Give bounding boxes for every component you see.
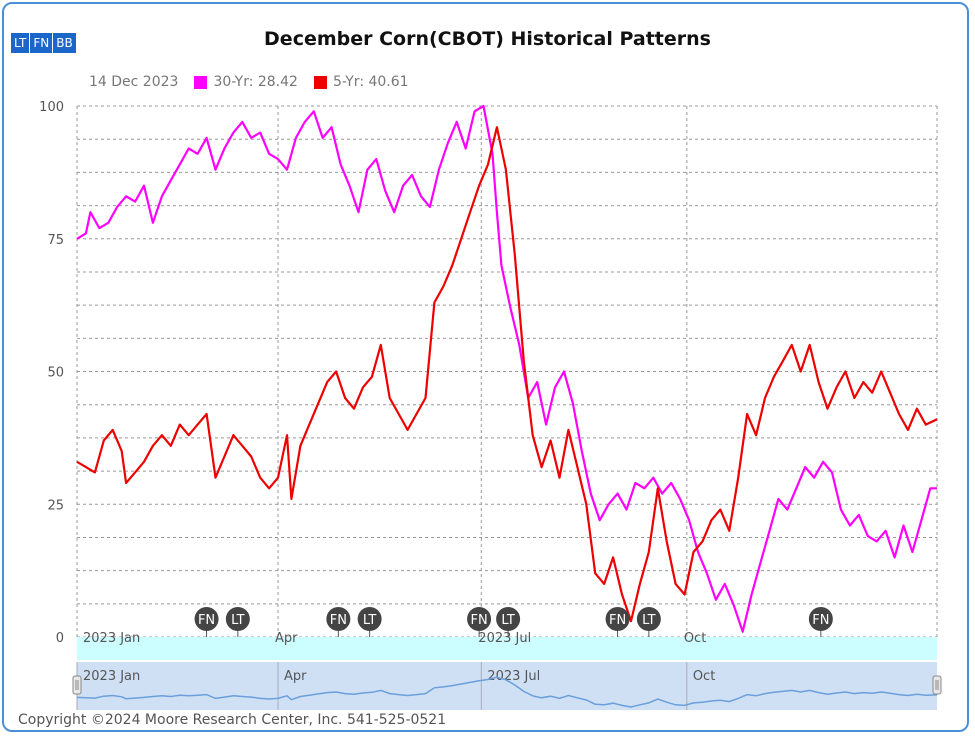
series-line-1 <box>76 126 938 623</box>
marker-lt <box>636 607 661 631</box>
legend-date: 14 Dec 2023 <box>89 74 179 90</box>
x-tick-label: 2023 Jan <box>83 631 140 646</box>
chart-title: December Corn(CBOT) Historical Patterns <box>264 28 711 50</box>
marker-lt <box>496 607 521 631</box>
x-axis-band <box>77 637 937 660</box>
fn-button[interactable]: FN <box>30 33 53 53</box>
navigator-handle-right[interactable] <box>932 675 942 695</box>
bb-button[interactable]: BB <box>53 33 76 53</box>
navigator-label: 2023 Jul <box>487 669 540 684</box>
y-tick-label: 50 <box>47 366 64 381</box>
marker-label: FN <box>470 613 487 628</box>
legend-item-30yr[interactable]: 30-Yr: 28.42 <box>194 74 298 90</box>
lt-button[interactable]: LT <box>11 33 30 53</box>
marker-lt <box>357 607 382 631</box>
marker-label: LT <box>363 613 376 628</box>
y-tick-label: 25 <box>47 498 64 513</box>
navigator-label: Apr <box>284 669 307 684</box>
legend-item-5yr[interactable]: 5-Yr: 40.61 <box>313 74 409 90</box>
marker-label: FN <box>330 613 347 628</box>
marker-lt <box>225 607 250 631</box>
marker-fn <box>808 607 833 631</box>
marker-label: FN <box>198 613 215 628</box>
navigator-area <box>77 662 937 710</box>
marker-label: LT <box>501 613 514 628</box>
y-tick-label: 100 <box>39 100 64 115</box>
marker-label: LT <box>642 613 655 628</box>
legend-swatch-5yr <box>313 75 327 89</box>
marker-label: LT <box>231 613 244 628</box>
marker-fn <box>467 607 492 631</box>
marker-fn <box>194 607 219 631</box>
marker-fn <box>326 607 351 631</box>
view-toolbar: LT FN BB <box>11 33 76 53</box>
navigator-label: Oct <box>693 669 715 684</box>
x-tick-label: Oct <box>684 631 706 646</box>
series-line-0 <box>76 104 937 633</box>
legend-label-5yr: 5-Yr: 40.61 <box>332 74 409 90</box>
copyright-text: Copyright ©2024 Moore Research Center, I… <box>18 712 447 728</box>
x-tick-label: Apr <box>275 631 298 646</box>
y-tick-label: 75 <box>47 233 64 248</box>
x-tick-label: 2023 Jul <box>478 631 531 646</box>
marker-label: FN <box>609 613 626 628</box>
navigator-label: 2023 Jan <box>83 669 140 684</box>
legend-swatch-30yr <box>194 75 208 89</box>
legend-label-30yr: 30-Yr: 28.42 <box>213 74 298 90</box>
navigator-series <box>76 676 938 708</box>
marker-label: FN <box>812 613 829 628</box>
navigator-handle-left[interactable] <box>72 675 82 695</box>
y-tick-label: 0 <box>56 631 64 646</box>
marker-fn <box>605 607 630 631</box>
legend: 14 Dec 2023 30-Yr: 28.42 5-Yr: 40.61 <box>89 74 425 90</box>
